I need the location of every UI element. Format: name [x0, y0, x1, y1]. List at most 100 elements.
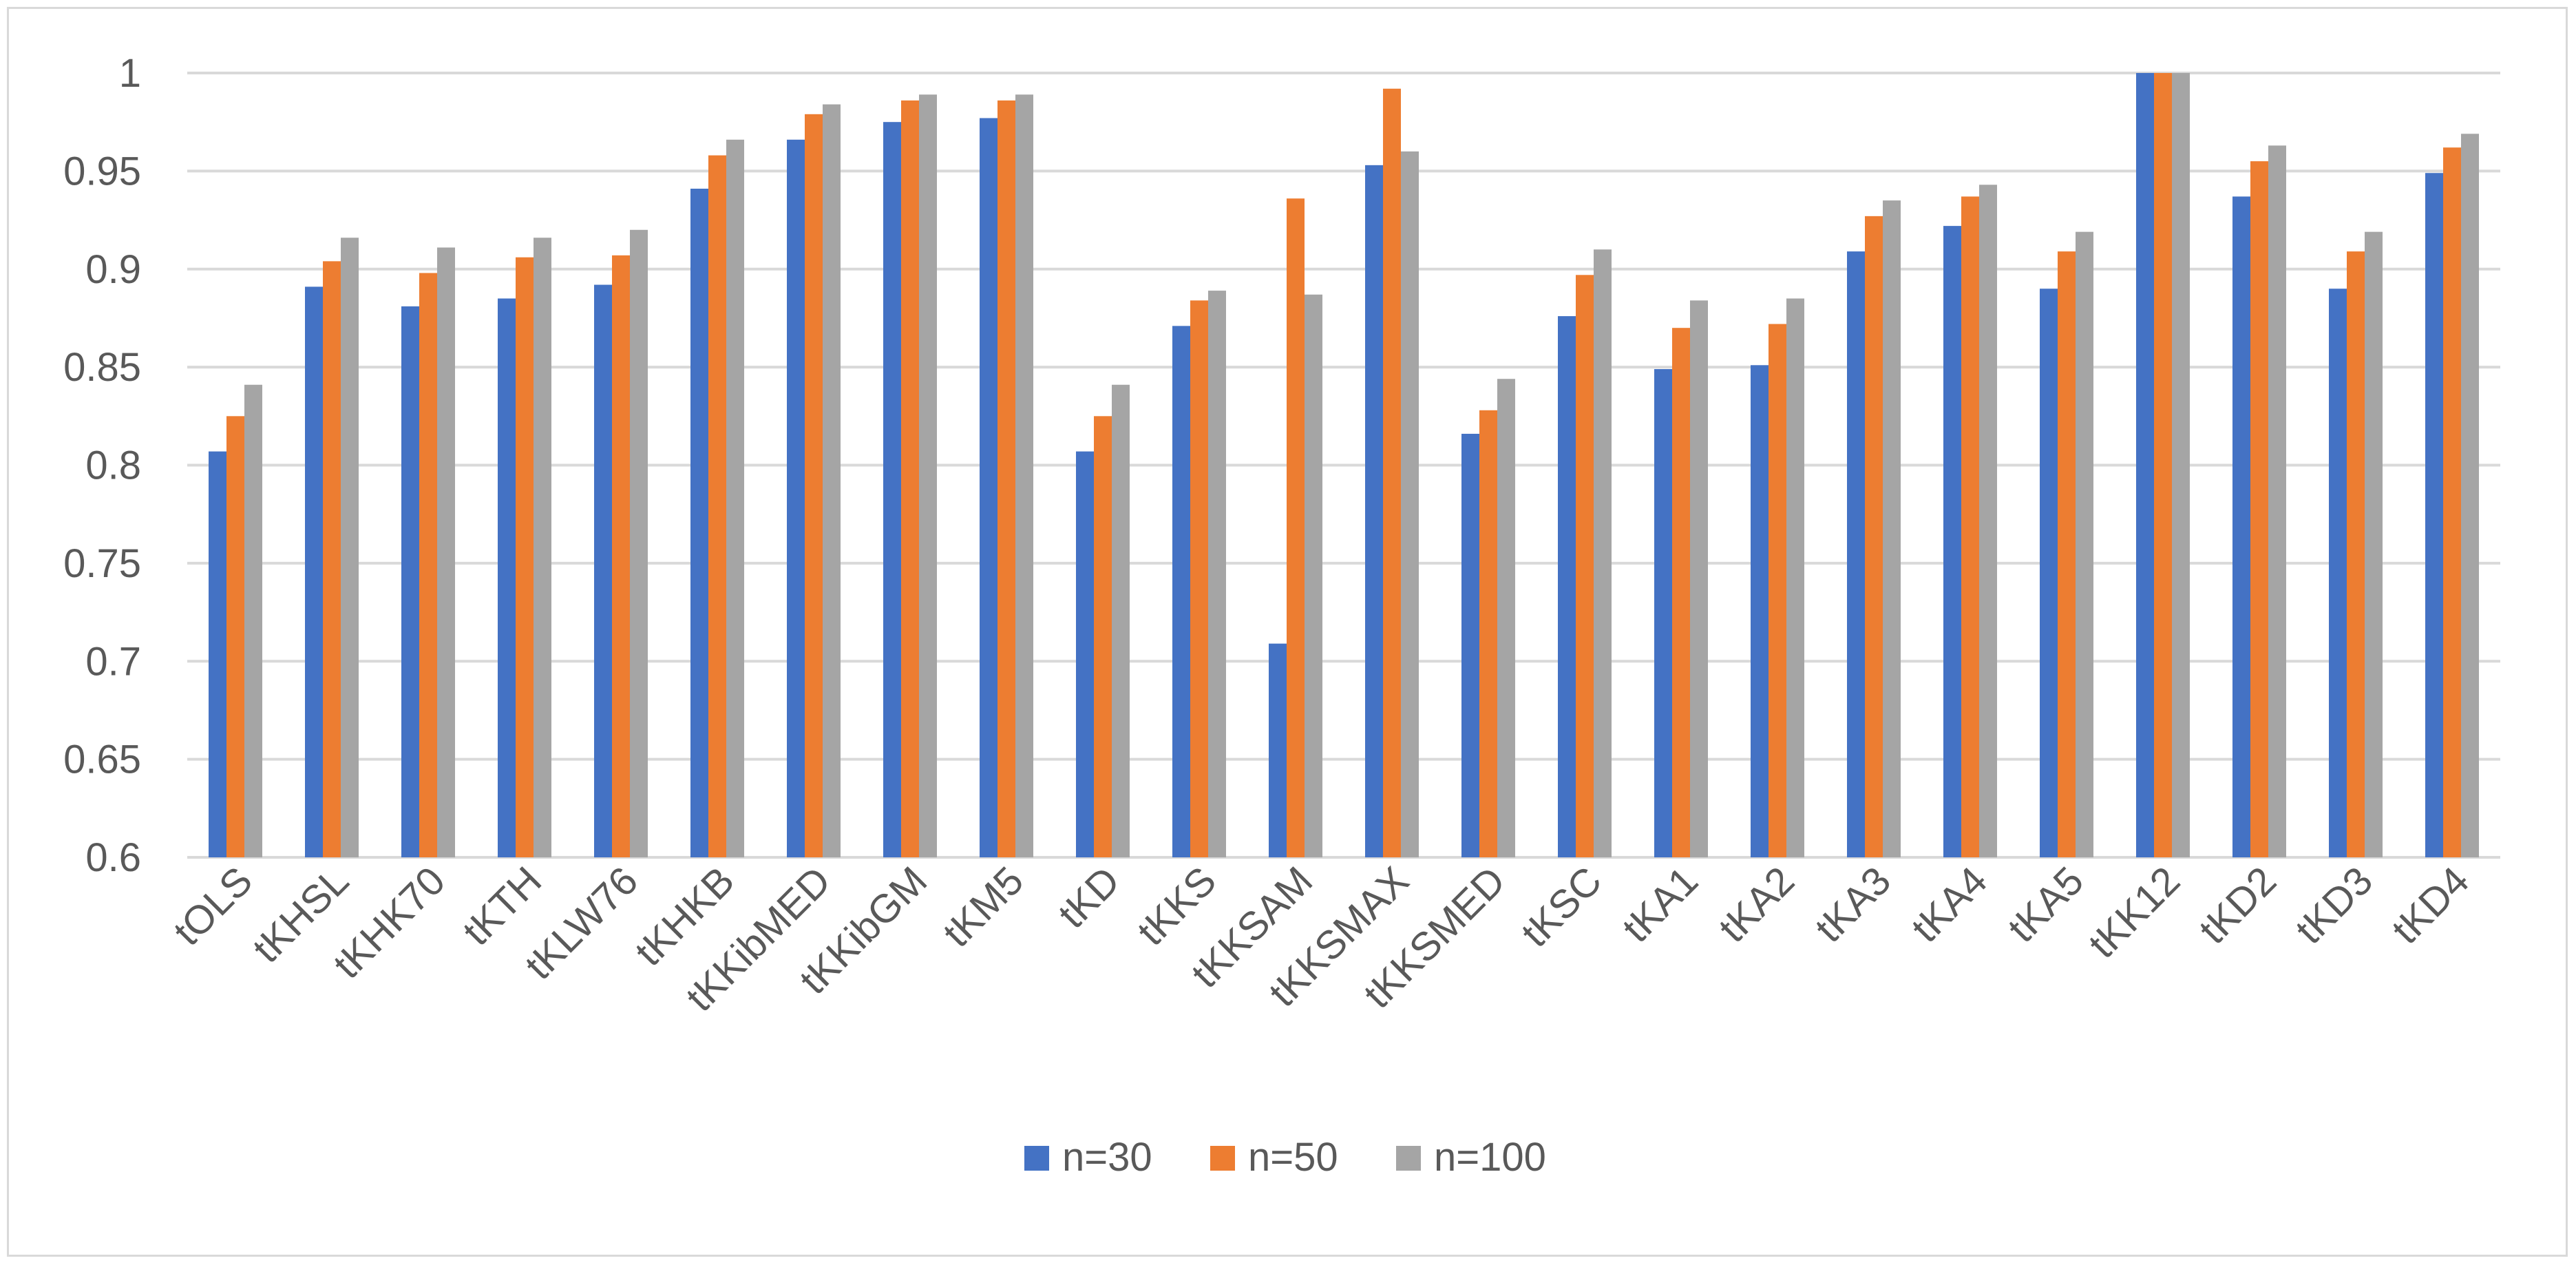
bar-n100-tKA2: [1786, 298, 1804, 857]
y-tick-label: 0.9: [85, 247, 141, 292]
x-category-label: tKA2: [1710, 858, 1803, 951]
bar-n30-tKK12: [2136, 73, 2154, 857]
bar-n100-tKHKB: [726, 139, 744, 858]
bar-n30-tKSC: [1558, 316, 1576, 858]
legend: n=30 n=50 n=100: [1024, 1135, 1546, 1180]
legend-swatch-n50: [1210, 1146, 1235, 1171]
x-category-label: tKD: [1050, 858, 1128, 937]
bar-n30-tKD3: [2329, 289, 2347, 858]
bar-n50-tKA5: [2058, 251, 2076, 857]
bar-n30-tKM5: [980, 118, 997, 858]
y-tick-label: 0.7: [85, 639, 141, 684]
x-category-label: tKD3: [2287, 858, 2381, 952]
bar-n100-tKKSMED: [1497, 379, 1515, 857]
x-category-label: tKA5: [1999, 858, 2092, 951]
bar-n50-tKTH: [516, 257, 534, 857]
bar-n100-tKA3: [1883, 200, 1901, 857]
bar-n100-tKSC: [1594, 249, 1612, 857]
y-tick-label: 0.85: [63, 345, 141, 390]
x-category-label: tKA1: [1614, 858, 1707, 951]
bar-n50-tKM5: [997, 100, 1015, 858]
bar-n50-tKHSL: [323, 261, 341, 857]
bar-n100-tKKSAM: [1305, 294, 1322, 858]
bar-n50-tKD4: [2443, 147, 2461, 858]
x-category-label: tKA4: [1903, 858, 1996, 951]
bar-n100-tKD2: [2268, 145, 2286, 857]
legend-label-n50: n=50: [1248, 1135, 1338, 1180]
bar-n100-tKLW76: [630, 229, 648, 857]
bar-n100-tKA5: [2076, 231, 2093, 858]
y-tick-label: 0.95: [63, 149, 141, 194]
bar-n50-tKKS: [1190, 300, 1208, 857]
x-category-label: tKSC: [1513, 858, 1611, 956]
bar-n50-tKD: [1094, 416, 1112, 857]
bar-n50-tKHKB: [708, 155, 726, 858]
bar-n100-tKKS: [1208, 291, 1226, 857]
bar-n30-tKKS: [1172, 326, 1190, 857]
bar-n30-tKA2: [1751, 365, 1769, 857]
bar-n50-tKKSAM: [1287, 198, 1305, 857]
bar-n30-tKA4: [1943, 226, 1961, 858]
bar-n30-tKKSMAX: [1365, 165, 1383, 857]
bar-n100-tKHK70: [437, 247, 455, 857]
bar-n30-tKA5: [2040, 289, 2058, 858]
y-tick-label: 0.6: [85, 835, 141, 880]
bar-n100-tOLS: [244, 384, 262, 857]
bar-n30-tKLW76: [594, 284, 612, 857]
x-category-label: tKM5: [935, 858, 1033, 956]
bar-n30-tKKibGM: [883, 122, 901, 857]
bar-n100-tKK12: [2172, 73, 2190, 857]
legend-label-n30: n=30: [1062, 1135, 1152, 1180]
x-category-label: tKA3: [1806, 858, 1899, 951]
bar-n100-tKHSL: [341, 238, 359, 857]
bar-n50-tKSC: [1576, 275, 1594, 858]
bar-n50-tKA1: [1672, 328, 1690, 857]
bar-n50-tKA2: [1769, 324, 1786, 858]
y-tick-label: 0.8: [85, 443, 141, 488]
bar-n100-tKKibMED: [823, 104, 841, 857]
bar-n50-tKD2: [2250, 161, 2268, 857]
bar-n50-tKKibGM: [901, 100, 919, 858]
bar-n50-tKKSMED: [1479, 410, 1497, 857]
y-tick-label: 0.75: [63, 541, 141, 586]
bar-n30-tKD4: [2425, 173, 2443, 857]
bar-n30-tKD: [1076, 451, 1094, 857]
legend-label-n100: n=100: [1434, 1135, 1546, 1180]
x-category-label: tKD4: [2383, 858, 2478, 952]
bar-n100-tKKibGM: [919, 94, 937, 857]
y-axis-tick-labels: 0.6 0.65 0.7 0.75 0.8 0.85 0.9 0.95 1: [63, 51, 141, 880]
bar-n30-tKHKB: [690, 189, 708, 857]
y-tick-label: 1: [119, 51, 141, 96]
bar-n50-tKA4: [1961, 196, 1979, 858]
bar-n30-tKHSL: [305, 286, 323, 857]
x-category-label: tKK12: [2080, 858, 2189, 967]
bar-n30-tKHK70: [401, 306, 419, 857]
bar-n100-tKA4: [1979, 185, 1997, 857]
bar-n30-tKTH: [498, 298, 516, 857]
bar-n100-tKA1: [1690, 300, 1708, 857]
bar-n50-tKKibMED: [805, 114, 823, 858]
legend-swatch-n100: [1396, 1146, 1421, 1171]
bar-n50-tKKSMAX: [1383, 88, 1401, 857]
bar-n100-tKM5: [1015, 94, 1033, 857]
bar-n50-tKK12: [2154, 73, 2172, 857]
bar-n50-tKD3: [2347, 251, 2365, 857]
bar-n50-tKA3: [1865, 216, 1883, 857]
bar-n100-tKTH: [534, 238, 551, 857]
bar-n30-tOLS: [209, 451, 226, 857]
bar-n50-tKLW76: [612, 255, 630, 857]
bar-n30-tKKSAM: [1269, 643, 1287, 857]
bars: [209, 73, 2479, 858]
grid-lines: [187, 72, 2500, 859]
bar-n30-tKKSMED: [1461, 433, 1479, 857]
bar-n30-tKKibMED: [787, 139, 805, 858]
bar-n100-tKD: [1112, 384, 1130, 857]
bar-n30-tKA1: [1654, 368, 1672, 857]
bar-n50-tKHK70: [419, 273, 437, 857]
bar-n30-tKA3: [1847, 251, 1865, 857]
legend-swatch-n30: [1024, 1146, 1049, 1171]
bar-n100-tKKSMAX: [1401, 151, 1419, 857]
x-category-label: tKD2: [2190, 858, 2285, 952]
